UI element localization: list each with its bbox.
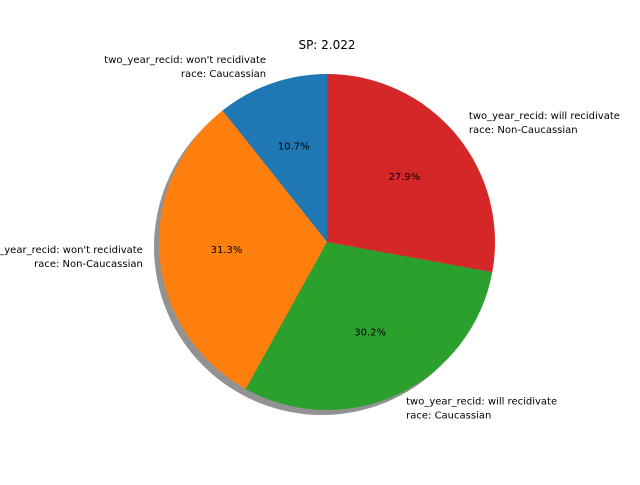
pct-label-3: 30.2%: [354, 328, 386, 339]
pie-slice-1: [222, 74, 327, 242]
slice-label-line: race: Caucassian: [181, 69, 266, 80]
pct-label-2: 31.3%: [211, 245, 243, 256]
slice-label-line: two_year_recid: won't recidivate: [0, 245, 143, 256]
slice-label-3: two_year_recid: will recidivate race: Cau…: [406, 396, 557, 421]
pct-labels: 10.7% 31.3% 30.2% 27.9%: [211, 141, 421, 338]
pie-slice-3: [245, 242, 493, 410]
slice-label-line: two_year_recid: won't recidivate: [104, 55, 266, 66]
slice-label-line: two_year_recid: will recidivate: [406, 396, 557, 407]
pie-slice-2: [159, 110, 327, 390]
slice-label-line: two_year_recid: will recidivate: [469, 111, 620, 122]
pct-label-1: 10.7%: [278, 141, 310, 152]
chart-title: SP: 2.022: [298, 38, 355, 52]
slice-label-line: race: Caucassian: [406, 410, 491, 421]
pie-slices: [159, 74, 495, 410]
slice-label-line: race: Non-Caucassian: [469, 125, 578, 136]
slice-labels: two_year_recid: won't recidivate race: Ca…: [0, 55, 620, 421]
pct-label-4: 27.9%: [389, 172, 421, 183]
pie-slice-4: [327, 74, 495, 273]
slice-label-line: race: Non-Caucassian: [34, 259, 143, 270]
slice-label-1: two_year_recid: won't recidivate race: Ca…: [104, 55, 266, 80]
slice-label-4: two_year_recid: will recidivate race: Non…: [469, 111, 620, 136]
slice-label-2: two_year_recid: won't recidivate race: No…: [0, 245, 143, 270]
